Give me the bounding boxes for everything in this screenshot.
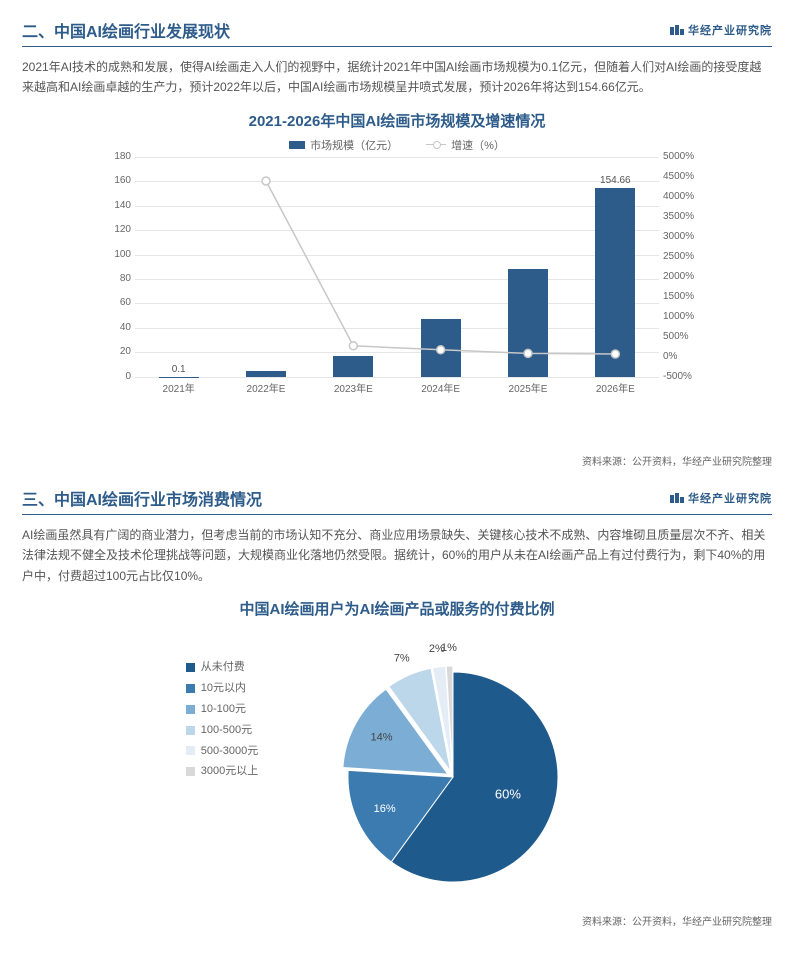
section-2-paragraph: AI绘画虽然具有广阔的商业潜力，但考虑当前的市场认知不充分、商业应用场景缺失、关… <box>22 525 772 586</box>
section-2-title: 三、中国AI绘画行业市场消费情况 <box>22 486 262 510</box>
pie-legend-item: 100-500元 <box>186 720 259 741</box>
y-left-tick: 140 <box>87 200 131 211</box>
legend-line-label: 增速（%） <box>451 137 505 153</box>
pie-chart-wrap: 从未付费10元以内10-100元100-500元500-3000元3000元以上… <box>22 627 772 907</box>
y-left-tick: 100 <box>87 249 131 260</box>
y-left-tick: 40 <box>87 322 131 333</box>
y-right-tick: 2000% <box>663 271 707 282</box>
pie-legend-label: 3000元以上 <box>201 761 258 782</box>
y-left-tick: 0 <box>87 371 131 382</box>
section-2-header: 三、中国AI绘画行业市场消费情况 华经产业研究院 <box>22 486 772 515</box>
section-1-header: 二、中国AI绘画行业发展现状 华经产业研究院 <box>22 18 772 47</box>
chart-2-title: 中国AI绘画用户为AI绘画产品或服务的付费比例 <box>22 598 772 619</box>
pie-legend-item: 500-3000元 <box>186 741 259 762</box>
y-right-tick: 3000% <box>663 231 707 242</box>
pie-legend-item: 10元以内 <box>186 678 259 699</box>
y-left-tick: 120 <box>87 224 131 235</box>
pie-slice-label: 7% <box>394 652 410 664</box>
brand-badge-2: 华经产业研究院 <box>670 490 772 506</box>
pie-legend-item: 10-100元 <box>186 699 259 720</box>
y-right-tick: 500% <box>663 331 707 342</box>
pie-slice-label: 16% <box>374 803 396 815</box>
chart-1-source: 资料来源：公开资料，华经产业研究院整理 <box>22 453 772 468</box>
pie-slice-label: 1% <box>441 642 457 654</box>
y-right-tick: 0% <box>663 351 707 362</box>
legend-line: 增速（%） <box>426 137 505 153</box>
pie-chart: 60%16%14%7%2%1% <box>278 627 608 907</box>
y-right-tick: 1000% <box>663 311 707 322</box>
x-category: 2026年E <box>575 380 655 395</box>
x-category: 2021年 <box>139 380 219 395</box>
x-category: 2022年E <box>226 380 306 395</box>
pie-legend-item: 从未付费 <box>186 657 259 678</box>
pie-legend-label: 100-500元 <box>201 720 252 741</box>
pie-legend-label: 500-3000元 <box>201 741 259 762</box>
pie-legend-swatch <box>186 767 195 776</box>
combo-chart: 020406080100120140160180-500%0%500%1000%… <box>87 157 707 447</box>
chart-1-title: 2021-2026年中国AI绘画市场规模及增速情况 <box>22 110 772 131</box>
chart-2-source: 资料来源：公开资料，华经产业研究院整理 <box>22 913 772 928</box>
pie-slice-label: 60% <box>495 786 521 801</box>
brand-text: 华经产业研究院 <box>688 22 772 38</box>
y-right-tick: 5000% <box>663 151 707 162</box>
brand-icon <box>670 25 684 35</box>
legend-bar: 市场规模（亿元） <box>289 137 398 153</box>
legend-bar-label: 市场规模（亿元） <box>310 137 398 153</box>
x-category: 2025年E <box>488 380 568 395</box>
pie-legend: 从未付费10元以内10-100元100-500元500-3000元3000元以上 <box>186 627 259 782</box>
pie-legend-swatch <box>186 705 195 714</box>
section-1-title: 二、中国AI绘画行业发展现状 <box>22 18 230 42</box>
legend-line-swatch <box>426 144 446 145</box>
y-right-tick: -500% <box>663 371 707 382</box>
section-1-paragraph: 2021年AI技术的成熟和发展，使得AI绘画走入人们的视野中，据统计2021年中… <box>22 57 772 98</box>
legend-bar-swatch <box>289 141 305 149</box>
y-right-tick: 4000% <box>663 191 707 202</box>
y-right-tick: 2500% <box>663 251 707 262</box>
y-right-tick: 1500% <box>663 291 707 302</box>
y-left-tick: 80 <box>87 273 131 284</box>
y-right-tick: 4500% <box>663 171 707 182</box>
brand-badge: 华经产业研究院 <box>670 22 772 38</box>
y-left-tick: 20 <box>87 346 131 357</box>
x-category: 2024年E <box>401 380 481 395</box>
pie-legend-item: 3000元以上 <box>186 761 259 782</box>
pie-legend-label: 从未付费 <box>201 657 245 678</box>
pie-legend-label: 10元以内 <box>201 678 246 699</box>
y-right-tick: 3500% <box>663 211 707 222</box>
y-left-tick: 60 <box>87 297 131 308</box>
brand-icon-2 <box>670 493 684 503</box>
pie-legend-swatch <box>186 726 195 735</box>
pie-legend-swatch <box>186 684 195 693</box>
brand-text-2: 华经产业研究院 <box>688 490 772 506</box>
pie-legend-label: 10-100元 <box>201 699 246 720</box>
pie-legend-swatch <box>186 746 195 755</box>
pie-slice-label: 14% <box>371 732 393 744</box>
pie-legend-swatch <box>186 663 195 672</box>
y-left-tick: 160 <box>87 175 131 186</box>
chart-1-legend: 市场规模（亿元） 增速（%） <box>22 137 772 153</box>
y-left-tick: 180 <box>87 151 131 162</box>
growth-line <box>135 157 659 377</box>
x-category: 2023年E <box>313 380 393 395</box>
